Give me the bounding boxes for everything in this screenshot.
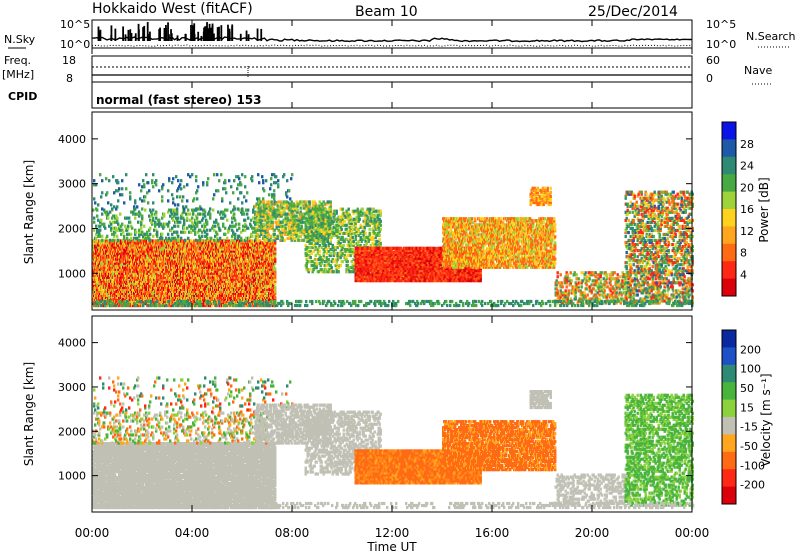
nave-right-tick-bottom: 0 [706,72,713,85]
cpid-panel: CPID normal (fast stereo) 153 [8,82,692,108]
frequency-panel-frame [92,56,692,82]
frequency-panel: Freq. [MHz] 18 8 60 0 Nave [2,54,772,85]
noise-left-tick-bottom: 10^0 [60,38,90,51]
noise-right-label: N.Search [746,30,796,43]
noise-sky-line [92,37,692,42]
nave-right-label: Nave [744,64,772,77]
cpid-label: CPID [8,90,37,103]
freq-label-bottom: [MHz] [2,68,34,81]
noise-right-tick-top: 10^5 [706,18,736,31]
noise-left-label: N.Sky [4,33,36,46]
date-title: 25/Dec/2014 [588,4,678,20]
station-title: Hokkaido West (fitACF) [92,1,253,17]
beam-title: Beam 10 [355,4,418,20]
cpid-mode-text: normal (fast stereo) 153 [96,93,262,107]
freq-left-tick-bottom: 8 [66,72,73,85]
noise-search-line [92,45,692,46]
noise-panel: N.Sky 10^5 10^0 10^5 10^0 N.Search [4,18,796,51]
freq-left-tick-top: 18 [62,54,76,67]
noise-left-tick-top: 10^5 [60,18,90,31]
power-heatmap-cells [92,173,694,307]
noise-right-tick-bottom: 10^0 [706,38,736,51]
freq-label-top: Freq. [4,54,31,67]
nave-right-tick-top: 60 [706,54,720,67]
